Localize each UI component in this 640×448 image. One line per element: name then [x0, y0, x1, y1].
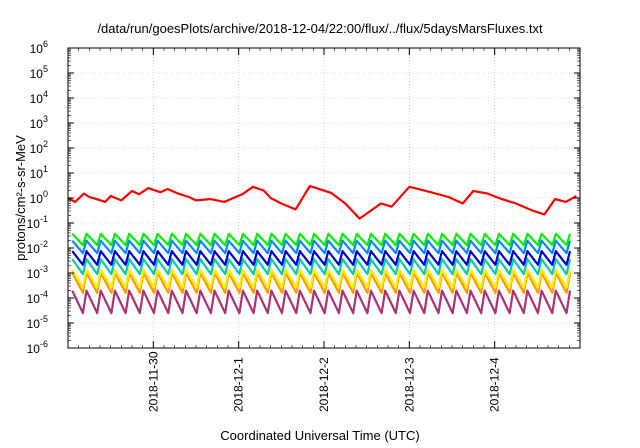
x-axis-label: Coordinated Universal Time (UTC) — [220, 428, 419, 443]
y-tick-label: 105 — [30, 64, 48, 81]
y-tick-exponent: 0 — [43, 189, 48, 199]
y-tick-exponent: -5 — [40, 314, 48, 324]
y-tick-label: 102 — [30, 139, 48, 156]
series-line-5 — [71, 258, 572, 276]
y-tick-label: 10-2 — [27, 239, 48, 256]
y-tick-exponent: -4 — [40, 289, 48, 299]
series-line-6 — [71, 268, 572, 289]
y-tick-exponent: -2 — [40, 239, 48, 249]
series-layer — [67, 185, 577, 315]
y-tick-exponent: -1 — [40, 214, 48, 224]
series-line-3 — [71, 239, 572, 255]
y-tick-exponent: -3 — [40, 264, 48, 274]
axes: 10-610-510-410-310-210-11001011021031041… — [27, 39, 581, 412]
series-line-4 — [71, 250, 572, 266]
series-line-8 — [71, 289, 572, 315]
y-tick-label: 10-1 — [27, 214, 48, 231]
y-tick-label: 10-3 — [27, 264, 48, 281]
series-line-2 — [71, 232, 572, 247]
y-tick-exponent: 3 — [43, 114, 48, 124]
y-tick-label: 10-4 — [27, 289, 48, 306]
y-tick-label: 100 — [30, 189, 48, 206]
y-tick-exponent: 1 — [43, 164, 48, 174]
y-tick-label: 10-5 — [27, 314, 48, 331]
grid — [68, 48, 580, 348]
y-tick-label: 106 — [30, 39, 48, 56]
y-tick-exponent: 2 — [43, 139, 48, 149]
y-axis-label: protons/cm²-s-sr-MeV — [13, 135, 28, 261]
series-line-1 — [67, 185, 577, 220]
y-tick-label: 103 — [30, 114, 48, 131]
y-tick-exponent: 5 — [43, 64, 48, 74]
x-tick-label: 2018-12-1 — [232, 357, 246, 412]
y-tick-exponent: 4 — [43, 89, 48, 99]
y-tick-label: 104 — [30, 89, 48, 106]
y-tick-exponent: 6 — [43, 39, 48, 49]
y-tick-exponent: -6 — [40, 339, 48, 349]
x-tick-label: 2018-11-30 — [146, 351, 160, 412]
y-tick-label: 10-6 — [27, 339, 48, 356]
x-tick-label: 2018-12-4 — [488, 357, 502, 412]
x-tick-label: 2018-12-3 — [402, 357, 416, 412]
chart-title: /data/run/goesPlots/archive/2018-12-04/2… — [97, 21, 543, 36]
y-tick-label: 101 — [30, 164, 48, 181]
x-tick-label: 2018-12-2 — [317, 357, 331, 412]
